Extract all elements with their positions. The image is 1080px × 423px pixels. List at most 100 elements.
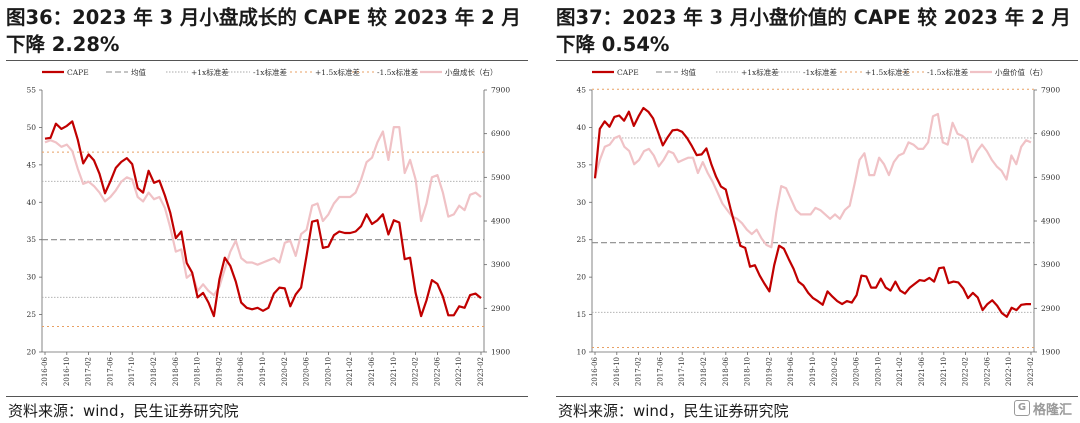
y-tick-label-right: 6900 [1041,129,1060,138]
chart-panel-right: 图37：2023 年 3 月小盘价值的 CAPE 较 2023 年 2 月下降 … [552,0,1080,423]
x-tick-label: 2016-10 [63,357,71,386]
source-divider [6,396,528,397]
legend-minus-1-sd-label: -1x标准差 [803,67,838,77]
watermark-logo: G 格隆汇 [1013,399,1072,418]
x-tick-label: 2022-06 [433,356,441,386]
x-tick-label: 2019-02 [215,357,223,386]
legend-plus-1-sd-label: +1x标准差 [741,67,779,77]
x-tick-label: 2023-02 [1027,357,1035,386]
x-tick-label: 2016-10 [613,357,621,386]
x-tick-label: 2022-10 [1005,357,1013,386]
x-tick-label: 2018-10 [744,357,752,386]
y-tick-label-left: 45 [576,86,586,95]
chart-title: 图36：2023 年 3 月小盘成长的 CAPE 较 2023 年 2 月下降 … [6,6,521,56]
y-tick-label-left: 20 [26,348,36,357]
y-tick-label-left: 40 [576,123,586,132]
x-tick-label: 2021-02 [346,357,354,386]
x-tick-label: 2021-10 [940,357,948,386]
x-tick-label: 2022-02 [962,357,970,386]
y-tick-label-left: 45 [26,160,36,169]
y-tick-label-right: 1900 [1041,348,1060,357]
y-tick-label-left: 35 [26,235,36,244]
y-tick-label-left: 10 [576,348,586,357]
cape-chart-small-growth: 20 25 30 35 40 45 50 55 1900 2900 3900 4900 5900 6900… [26,67,510,386]
x-tick-label: 2021-06 [918,356,926,386]
x-tick-label: 2017-10 [678,357,686,386]
y-tick-label-left: 15 [576,310,586,319]
x-tick-label: 2016-06 [41,356,49,386]
x-tick-label: 2019-02 [765,357,773,386]
y-tick-label-right: 5900 [491,173,510,182]
x-tick-label: 2020-06 [853,356,861,386]
x-tick-label: 2017-06 [106,356,114,386]
y-tick-label-right: 4900 [1041,217,1060,226]
index-series-line [44,125,482,297]
source-divider [556,396,1078,397]
x-tick-label: 2017-02 [85,357,93,386]
x-tick-label: 2018-06 [172,356,180,386]
source-note: 资料来源：wind，民生证券研究院 [8,402,239,420]
logo-icon: G [1013,400,1030,416]
x-tick-label: 2017-02 [635,357,643,386]
legend-plus-1-5-sd-label: +1.5x标准差 [315,67,360,77]
y-tick-label-right: 2900 [1041,304,1060,313]
cape-chart-small-value: 10 15 20 25 30 35 40 45 1900 2900 3900 4900 5900 6900… [576,67,1060,386]
x-tick-label: 2020-02 [831,357,839,386]
y-tick-label-right: 3900 [1041,260,1060,269]
title-divider [6,60,528,61]
y-tick-label-right: 7900 [1041,86,1060,95]
legend-cape-label: CAPE [67,68,89,77]
x-tick-label: 2019-10 [259,357,267,386]
y-tick-label-right: 5900 [1041,173,1060,182]
x-tick-label: 2021-10 [390,357,398,386]
x-tick-label: 2020-10 [874,357,882,386]
y-tick-label-left: 40 [26,198,36,207]
x-tick-label: 2020-06 [303,356,311,386]
y-tick-label-left: 25 [26,310,36,319]
watermark-text: 格隆汇 [1032,402,1072,418]
legend-mean-label: 均值 [681,67,696,77]
x-tick-label: 2020-02 [281,357,289,386]
legend-index-label: 小盘成长（右） [445,67,498,77]
legend-cape-label: CAPE [617,68,639,77]
x-tick-label: 2022-06 [983,356,991,386]
y-tick-label-left: 35 [576,160,586,169]
legend-minus-1-5-sd-label: -1.5x标准差 [927,67,969,77]
chart-title: 图37：2023 年 3 月小盘价值的 CAPE 较 2023 年 2 月下降 … [556,6,1071,56]
x-tick-label: 2018-02 [700,357,708,386]
x-tick-label: 2018-10 [194,357,202,386]
y-tick-label-left: 55 [26,86,36,95]
x-tick-label: 2021-06 [368,356,376,386]
y-tick-label-right: 7900 [491,86,510,95]
x-tick-label: 2019-06 [787,356,795,386]
legend-plus-1-5-sd-label: +1.5x标准差 [865,67,910,77]
y-tick-label-left: 25 [576,235,586,244]
legend-minus-1-5-sd-label: -1.5x标准差 [377,67,419,77]
x-tick-label: 2023-02 [477,357,485,386]
legend-mean-label: 均值 [131,67,146,77]
cape-series-line [593,106,1031,318]
x-tick-label: 2018-06 [722,356,730,386]
x-tick-label: 2018-02 [150,357,158,386]
x-tick-label: 2019-10 [809,357,817,386]
cape-series-line [44,120,482,318]
x-tick-label: 2020-10 [324,357,332,386]
x-tick-label: 2016-06 [591,356,599,386]
title-divider [556,60,1078,61]
legend-plus-1-sd-label: +1x标准差 [191,67,229,77]
chart-panel-left: 图36：2023 年 3 月小盘成长的 CAPE 较 2023 年 2 月下降 … [2,0,532,423]
y-tick-label-right: 4900 [491,217,510,226]
y-tick-label-left: 50 [26,123,36,132]
x-tick-label: 2017-06 [656,356,664,386]
legend-minus-1-sd-label: -1x标准差 [253,67,288,77]
legend-index-label: 小盘价值（右） [995,67,1048,77]
x-tick-label: 2017-10 [128,357,136,386]
x-tick-label: 2019-06 [237,356,245,386]
y-tick-label-left: 20 [576,273,586,282]
x-tick-label: 2022-10 [455,357,463,386]
source-note: 资料来源：wind，民生证券研究院 [558,402,789,420]
index-series-line [593,112,1032,249]
y-tick-label-left: 30 [26,273,36,282]
y-tick-label-right: 3900 [491,260,510,269]
x-tick-label: 2021-02 [896,357,904,386]
